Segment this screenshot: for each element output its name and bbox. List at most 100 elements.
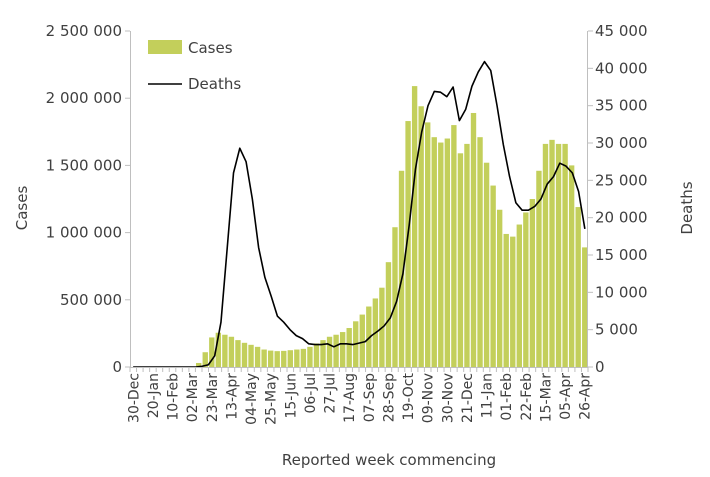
right-tick-label: 40 000	[595, 59, 648, 77]
x-tick-label: 15-Jun	[283, 373, 299, 419]
cases-bar	[451, 125, 457, 367]
x-axis-title: Reported week commencing	[282, 451, 496, 469]
x-tick-label: 10-Feb	[166, 373, 182, 421]
cases-bar	[496, 209, 503, 367]
legend-swatch-cases	[148, 40, 182, 54]
cases-bar	[359, 314, 365, 367]
cases-bar	[568, 165, 575, 367]
x-tick-label: 30-Dec	[126, 373, 142, 423]
x-tick-label: 21-Dec	[460, 373, 476, 423]
cases-bar	[523, 212, 529, 367]
cases-bar	[209, 337, 215, 367]
x-tick-label: 07-Sep	[362, 373, 378, 422]
x-tick-label: 20-Jan	[146, 373, 162, 418]
x-tick-label: 15-Mar	[538, 373, 554, 423]
cases-bar	[431, 137, 437, 367]
cases-bar	[333, 334, 339, 367]
cases-bar	[582, 247, 588, 367]
left-ticks: 0 500 000 1 000 000 1 500 000 2 000 000 2 500…	[46, 22, 130, 376]
x-tick-label: 22-Feb	[519, 373, 535, 421]
cases-bar	[575, 207, 581, 367]
cases-bar	[438, 142, 444, 367]
cases-bar	[274, 351, 280, 367]
cases-bar	[510, 236, 516, 367]
cases-bar	[418, 106, 424, 367]
cases-bar	[398, 170, 405, 367]
left-tick-label: 1 500 000	[46, 156, 122, 174]
left-tick-label: 500 000	[60, 291, 122, 309]
legend: Cases Deaths	[148, 39, 241, 93]
cases-bar	[405, 121, 411, 367]
cases-bar	[196, 362, 202, 367]
cases-bar	[320, 340, 326, 367]
cases-bar	[346, 328, 352, 367]
x-tick-label: 01-Feb	[499, 373, 515, 421]
cases-bar	[215, 332, 222, 367]
x-tick-label: 11-Jan	[480, 373, 496, 418]
right-tick-label: 25 000	[595, 171, 648, 189]
x-tick-label: 19-Oct	[401, 372, 417, 420]
cases-bar	[392, 227, 398, 367]
cases-bar	[300, 348, 307, 367]
plot-area	[133, 60, 588, 368]
right-tick-label: 30 000	[595, 134, 648, 152]
cases-bar	[261, 349, 267, 367]
x-tick-label: 26-Apr	[578, 373, 594, 420]
cases-bar	[248, 344, 254, 367]
x-tick-label: 02-Mar	[185, 373, 201, 423]
right-tick-label: 5 000	[595, 321, 638, 339]
x-tick-label: 09-Nov	[421, 373, 437, 423]
cases-bar	[477, 137, 483, 367]
cases-bar	[542, 143, 549, 367]
cases-bar	[222, 334, 228, 367]
cases-bar	[464, 143, 470, 367]
cases-bar	[490, 185, 496, 367]
cases-bar	[529, 199, 536, 367]
legend-label-deaths: Deaths	[188, 75, 241, 93]
left-tick-label: 0	[112, 358, 122, 376]
cases-bar	[326, 336, 333, 367]
cases-bar	[425, 122, 431, 367]
cases-bar	[313, 343, 320, 367]
x-tick-label: 17-Aug	[342, 373, 358, 423]
cases-bar	[411, 86, 418, 367]
cases-bar	[549, 139, 555, 367]
right-tick-label: 0	[595, 358, 605, 376]
cases-bar	[457, 153, 464, 367]
x-tick-label: 30-Nov	[440, 373, 456, 423]
x-tick-label: 27-Jul	[323, 373, 339, 414]
right-tick-label: 10 000	[595, 283, 648, 301]
x-tick-label: 05-Apr	[558, 373, 574, 420]
cases-bar	[339, 332, 346, 367]
right-tick-label: 35 000	[595, 97, 648, 115]
cases-bar	[483, 162, 490, 367]
x-tick-label: 28-Sep	[381, 373, 397, 422]
cases-bar	[470, 112, 477, 367]
x-tick-label: 13-Apr	[224, 373, 240, 420]
cases-bar	[294, 349, 300, 367]
cases-bar	[385, 262, 392, 367]
right-tick-label: 20 000	[595, 209, 648, 227]
x-ticks: 30-Dec 20-Jan 10-Feb 02-Mar 23-Mar 13-Apr 04-M…	[126, 367, 594, 425]
cases-bar	[536, 170, 542, 367]
cases-bars	[189, 86, 588, 367]
cases-bar	[562, 143, 568, 367]
deaths-line	[133, 60, 586, 368]
cases-bar	[202, 352, 208, 367]
cases-bar	[287, 350, 293, 367]
cases-bar	[366, 306, 372, 367]
y-axis-title-left: Cases	[13, 186, 31, 231]
left-tick-label: 2 500 000	[46, 22, 122, 40]
cases-bar	[444, 138, 451, 367]
cases-bar	[555, 143, 562, 367]
right-tick-label: 45 000	[595, 22, 648, 40]
cases-bar	[267, 350, 274, 367]
right-tick-label: 15 000	[595, 246, 648, 264]
legend-label-cases: Cases	[188, 39, 233, 57]
cases-bar	[241, 342, 248, 367]
right-ticks: 0 5 000 10 000 15 000 20 000 25 000 30 000 35 0…	[588, 22, 648, 376]
cases-bar	[307, 346, 313, 367]
x-tick-label: 25-May	[264, 373, 280, 425]
x-tick-label: 04-May	[244, 373, 260, 425]
